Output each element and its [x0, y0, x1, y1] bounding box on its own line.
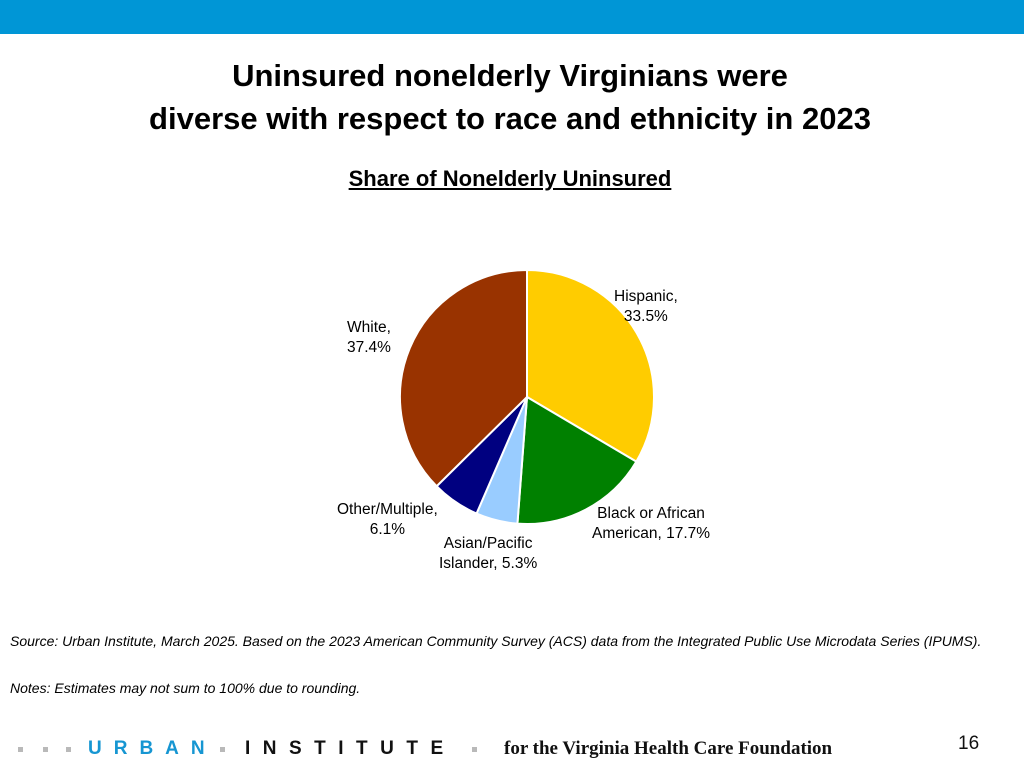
pie-slice-hispanic [526, 268, 655, 464]
slice-label-hispanic-line-1: Hispanic, [614, 288, 678, 305]
slide-title: Uninsured nonelderly Virginians were div… [60, 54, 960, 140]
slice-label-white: White, 37.4% [347, 318, 391, 358]
slice-label-other-line-1: Other/Multiple, [337, 501, 438, 518]
footer-dot [472, 747, 477, 752]
footer-dot [18, 747, 23, 752]
foundation-credit: for the Virginia Health Care Foundation [504, 738, 833, 759]
slice-label-other: Other/Multiple, 6.1% [337, 500, 438, 540]
source-note: Source: Urban Institute, March 2025. Bas… [10, 633, 982, 649]
urban-logo-text: URBAN [88, 738, 217, 759]
pie-slice-white [399, 268, 528, 488]
footer-dot [66, 747, 71, 752]
slice-label-asian: Asian/Pacific Islander, 5.3% [439, 534, 537, 574]
slice-label-white-line-2: 37.4% [347, 339, 391, 356]
slice-label-white-line-1: White, [347, 319, 391, 336]
page-number: 16 [958, 733, 980, 754]
slice-label-other-line-2: 6.1% [369, 521, 406, 538]
footer-dot [43, 747, 48, 752]
slice-label-black-line-1: Black or African [597, 505, 705, 522]
chart-title: Share of Nonelderly Uninsured [348, 166, 672, 191]
pie-slice-black-or-african-american [516, 395, 638, 525]
slice-label-asian-line-2: Islander, 5.3% [439, 555, 538, 572]
slice-label-hispanic: Hispanic, 33.5% [614, 287, 678, 327]
slide-title-line-1: Uninsured nonelderly Virginians were [232, 58, 788, 93]
slice-label-black-line-2: American, 17.7% [592, 525, 711, 542]
slice-label-hispanic-line-2: 33.5% [623, 308, 668, 325]
footer-dot [220, 747, 225, 752]
slide-title-line-2: diverse with respect to race and ethnici… [149, 101, 871, 136]
institute-logo-text: INSTITUTE [245, 738, 456, 759]
slice-label-black: Black or African American, 17.7% [592, 504, 710, 544]
notes-text: Notes: Estimates may not sum to 100% due… [10, 680, 361, 696]
slice-label-asian-line-1: Asian/Pacific [443, 535, 533, 552]
top-banner-bar [0, 0, 1024, 34]
